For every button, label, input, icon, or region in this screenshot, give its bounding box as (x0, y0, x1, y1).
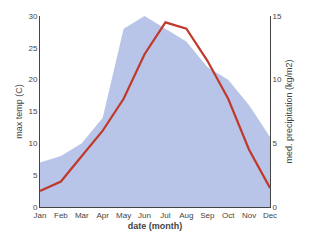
svg-text:5: 5 (273, 139, 278, 148)
svg-text:Jul: Jul (160, 211, 170, 220)
svg-text:max temp (C): max temp (C) (14, 84, 24, 139)
svg-text:20: 20 (28, 75, 37, 84)
svg-text:0: 0 (273, 203, 278, 212)
svg-text:Nov: Nov (242, 211, 256, 220)
svg-text:0: 0 (33, 203, 38, 212)
svg-text:Sep: Sep (200, 211, 215, 220)
svg-text:date (month): date (month) (128, 221, 183, 231)
svg-text:30: 30 (28, 12, 37, 21)
svg-text:Feb: Feb (54, 211, 68, 220)
svg-text:Aug: Aug (179, 211, 193, 220)
svg-text:Dec: Dec (263, 211, 277, 220)
svg-text:10: 10 (273, 75, 282, 84)
svg-text:Apr: Apr (97, 211, 110, 220)
svg-text:Jan: Jan (34, 211, 47, 220)
svg-text:15: 15 (28, 107, 37, 116)
svg-text:med. precipitation (kg/m2): med. precipitation (kg/m2) (284, 59, 294, 163)
svg-text:25: 25 (28, 44, 37, 53)
svg-text:5: 5 (33, 171, 38, 180)
svg-text:Oct: Oct (222, 211, 235, 220)
svg-text:Mar: Mar (75, 211, 89, 220)
svg-text:Jun: Jun (138, 211, 151, 220)
svg-text:15: 15 (273, 12, 282, 21)
svg-text:May: May (116, 211, 131, 220)
svg-text:10: 10 (28, 139, 37, 148)
